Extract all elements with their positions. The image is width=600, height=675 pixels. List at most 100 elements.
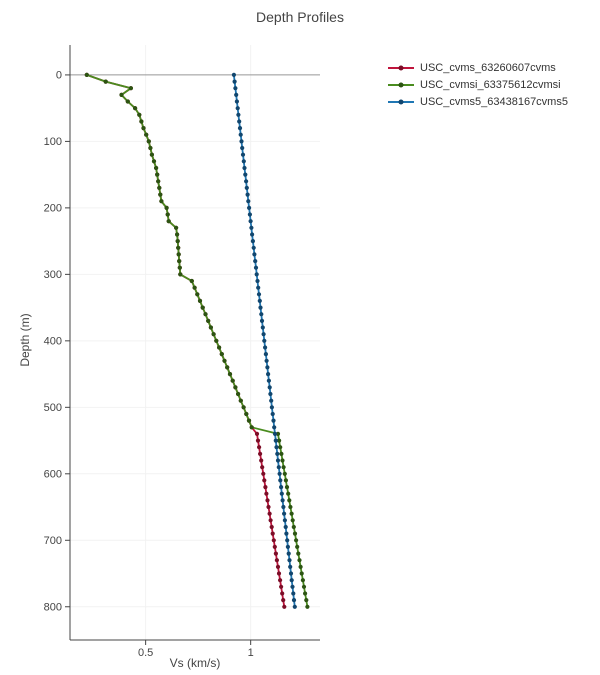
y-tick-label: 600 <box>44 468 62 480</box>
series-marker <box>274 558 279 563</box>
series-marker <box>288 504 293 510</box>
series-marker <box>253 259 258 264</box>
series-marker <box>238 132 243 137</box>
y-tick-label: 500 <box>44 402 62 414</box>
series-marker <box>288 571 294 576</box>
series-marker <box>240 152 246 157</box>
series-marker <box>281 465 286 470</box>
series-marker <box>277 471 282 476</box>
series-marker <box>285 538 290 543</box>
series-marker <box>128 86 133 91</box>
series-marker <box>275 564 281 570</box>
series-marker <box>211 332 216 337</box>
series-marker <box>262 478 267 483</box>
series-marker <box>165 212 170 217</box>
series-marker <box>236 112 241 117</box>
series-marker <box>149 152 154 157</box>
series-marker <box>266 378 271 383</box>
series-marker <box>263 352 268 357</box>
series-marker <box>286 551 291 556</box>
series-marker <box>279 451 284 456</box>
series-marker <box>249 425 254 430</box>
series-marker <box>259 312 264 317</box>
series-marker <box>236 391 241 397</box>
series-marker <box>155 172 160 177</box>
series-marker <box>233 86 238 91</box>
series-marker <box>192 285 197 290</box>
series-marker <box>260 465 265 470</box>
chart-title: Depth Profiles <box>256 9 344 25</box>
series-marker <box>154 165 159 171</box>
series-marker <box>246 418 252 423</box>
series-marker <box>146 139 151 144</box>
series-marker <box>294 538 299 543</box>
legend-item[interactable]: USC_cvms5_63438167cvms5 <box>387 95 568 108</box>
y-axis-title: Depth (m) <box>18 313 32 367</box>
series-marker <box>151 159 157 164</box>
series-marker <box>270 411 275 417</box>
series-marker <box>272 544 277 550</box>
series-marker <box>297 558 302 563</box>
y-tick-label: 300 <box>44 269 62 281</box>
series-marker <box>232 79 237 84</box>
series-marker <box>234 99 239 104</box>
series-marker <box>157 185 162 190</box>
series-marker <box>260 325 265 330</box>
series-marker <box>248 219 253 224</box>
series-marker <box>267 511 272 516</box>
series-marker <box>287 498 292 503</box>
legend-swatch-icon <box>388 65 414 70</box>
series-marker <box>289 511 294 516</box>
series-marker <box>245 192 250 197</box>
legend-item[interactable]: USC_cvmsi_63375612cvmsi <box>387 78 568 91</box>
series-marker <box>197 298 203 303</box>
series-marker <box>291 591 296 596</box>
series-marker <box>254 431 260 436</box>
series-marker <box>233 385 238 390</box>
series-marker <box>280 591 285 596</box>
series-marker <box>175 232 180 237</box>
series-marker <box>238 398 243 403</box>
series-marker <box>230 378 235 383</box>
series-marker <box>158 192 163 197</box>
series-marker <box>282 471 287 476</box>
series-marker <box>240 145 245 151</box>
series-marker <box>208 325 213 330</box>
series-marker <box>159 199 164 204</box>
series-marker <box>263 345 268 350</box>
series-marker <box>259 318 265 323</box>
series-marker <box>268 391 273 397</box>
series-marker <box>291 598 297 603</box>
series-marker <box>222 358 227 363</box>
plot-area[interactable] <box>70 45 320 640</box>
y-tick-label: 100 <box>44 136 62 148</box>
series-marker <box>246 199 251 204</box>
series-marker <box>244 179 249 184</box>
series-marker <box>304 598 309 603</box>
series-marker <box>243 172 248 177</box>
series-marker <box>276 465 281 470</box>
series-marker <box>255 278 260 284</box>
series-marker <box>275 451 280 456</box>
series-marker <box>84 72 89 77</box>
series-marker <box>270 531 275 536</box>
series-marker <box>276 571 282 576</box>
legend-item-label: USC_cvmsi_63375612cvmsi <box>420 78 561 91</box>
series-marker <box>296 551 301 556</box>
series-marker <box>279 584 284 589</box>
series-marker <box>225 365 230 370</box>
series-marker <box>252 252 257 257</box>
series-marker <box>203 312 208 317</box>
series-marker <box>266 504 271 510</box>
series-marker <box>139 119 144 124</box>
series-marker <box>273 438 278 443</box>
legend-item[interactable]: USC_cvms_63260607cvms <box>387 61 568 74</box>
series-marker <box>278 578 283 583</box>
series-marker <box>174 225 179 230</box>
series-marker <box>271 538 276 543</box>
x-axis-title: Vs (km/s) <box>169 656 221 670</box>
y-tick-label: 800 <box>44 601 62 613</box>
series-marker <box>247 212 252 217</box>
series-marker <box>264 358 269 363</box>
